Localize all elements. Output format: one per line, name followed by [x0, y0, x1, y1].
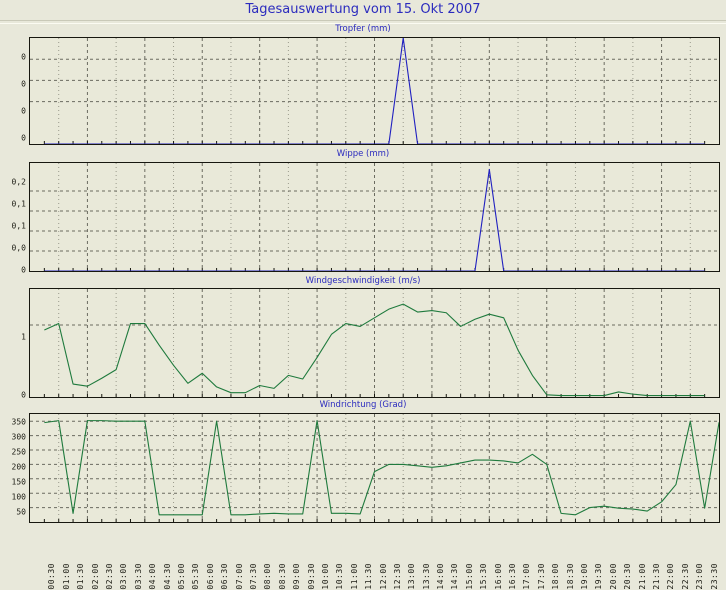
- chart-title-winddirection: Windrichtung (Grad): [319, 400, 407, 410]
- x-tick-label: 11:00: [349, 563, 359, 590]
- y-tick-label: 0: [21, 52, 26, 62]
- x-tick-label: 04:30: [162, 563, 172, 590]
- y-tick-label: 0: [21, 133, 26, 143]
- x-tick-label: 18:30: [565, 563, 575, 590]
- title-divider: [0, 20, 726, 24]
- x-tick-label: 06:00: [205, 563, 215, 590]
- y-tick-label: 0,1: [11, 199, 26, 209]
- y-tick-label: 150: [11, 477, 26, 487]
- chart-title-tropfer: Tropfer (mm): [335, 24, 391, 34]
- x-tick-label: 18:00: [551, 563, 561, 590]
- x-tick-label: 14:30: [450, 563, 460, 590]
- chart-panel-wippe: Wippe (mm) 0,2 0,1 0,1 0,0 0: [0, 149, 726, 275]
- plot-svg-winddirection: [30, 414, 719, 522]
- x-tick-label: 20:00: [608, 563, 618, 590]
- chart-panel-winddirection: Windrichtung (Grad) 350 300 250 200 150 …: [0, 400, 726, 525]
- y-axis-labels-tropfer: 0 0 0 0: [0, 24, 26, 146]
- x-tick-label: 02:00: [90, 563, 100, 590]
- x-tick-label: 09:30: [306, 563, 316, 590]
- x-tick-label: 12:30: [392, 563, 402, 590]
- x-tick-label: 12:00: [378, 563, 388, 590]
- x-tick-label: 16:30: [508, 563, 518, 590]
- x-tick-label: 05:30: [191, 563, 201, 590]
- x-tick-label: 03:00: [119, 563, 129, 590]
- x-tick-label: 17:30: [536, 563, 546, 590]
- x-tick-label: 22:30: [680, 563, 690, 590]
- y-tick-label: 0: [21, 390, 26, 400]
- x-tick-label: 23:30: [709, 563, 719, 590]
- x-tick-label: 15:30: [479, 563, 489, 590]
- x-tick-label: 02:30: [104, 563, 114, 590]
- y-tick-label: 200: [11, 462, 26, 472]
- y-tick-label: 1: [21, 332, 26, 342]
- y-tick-label: 350: [11, 417, 26, 427]
- plot-svg-windspeed: [30, 289, 719, 397]
- y-tick-label: 250: [11, 447, 26, 457]
- x-tick-label: 21:30: [652, 563, 662, 590]
- x-tick-label: 16:00: [493, 563, 503, 590]
- x-tick-label: 01:30: [76, 563, 86, 590]
- x-tick-label: 07:30: [248, 563, 258, 590]
- chart-panel-windspeed: Windgeschwindigkeit (m/s) 1 0: [0, 276, 726, 400]
- plot-svg-wippe: [30, 163, 719, 271]
- x-tick-label: 00:30: [47, 563, 57, 590]
- x-tick-label: 13:00: [407, 563, 417, 590]
- y-axis-labels-winddirection: 350 300 250 200 150 100 50: [0, 400, 26, 525]
- chart-title-wippe: Wippe (mm): [336, 149, 390, 159]
- x-tick-label: 14:00: [436, 563, 446, 590]
- x-tick-label: 15:00: [464, 563, 474, 590]
- x-tick-label: 22:00: [666, 563, 676, 590]
- plot-area-wippe: [29, 162, 720, 272]
- x-tick-label: 08:00: [263, 563, 273, 590]
- x-tick-label: 01:00: [61, 563, 71, 590]
- x-tick-label: 10:00: [320, 563, 330, 590]
- y-tick-label: 0: [21, 265, 26, 275]
- x-tick-label: 20:30: [623, 563, 633, 590]
- y-tick-label: 50: [16, 507, 26, 517]
- y-tick-label: 100: [11, 492, 26, 502]
- y-axis-labels-wippe: 0,2 0,1 0,1 0,0 0: [0, 149, 26, 275]
- x-tick-label: 09:00: [292, 563, 302, 590]
- x-tick-label: 19:00: [580, 563, 590, 590]
- plot-area-winddirection: [29, 413, 720, 523]
- y-axis-labels-windspeed: 1 0: [0, 276, 26, 400]
- y-tick-label: 0,2: [11, 177, 26, 187]
- plot-svg-tropfer: [30, 38, 719, 144]
- chart-title-windspeed: Windgeschwindigkeit (m/s): [305, 276, 421, 286]
- x-tick-label: 04:00: [148, 563, 158, 590]
- x-tick-label: 03:30: [133, 563, 143, 590]
- x-tick-label: 10:30: [335, 563, 345, 590]
- page-title: Tagesauswertung vom 15. Okt 2007: [245, 2, 481, 17]
- y-tick-label: 0,1: [11, 221, 26, 231]
- y-tick-label: 0: [21, 79, 26, 89]
- x-tick-label: 23:00: [695, 563, 705, 590]
- y-tick-label: 0,0: [11, 243, 26, 253]
- plot-area-tropfer: [29, 37, 720, 145]
- x-tick-label: 08:30: [277, 563, 287, 590]
- x-tick-label: 17:00: [522, 563, 532, 590]
- chart-panel-tropfer: Tropfer (mm) 0 0 0 0: [0, 24, 726, 146]
- x-axis-labels: 00:30 01:00 01:30 02:00 02:30 03:00 03:30 04:00…: [29, 525, 720, 590]
- x-tick-label: 07:00: [234, 563, 244, 590]
- x-tick-label: 21:00: [637, 563, 647, 590]
- x-tick-label: 19:30: [594, 563, 604, 590]
- x-tick-label: 13:30: [421, 563, 431, 590]
- x-tick-label: 06:30: [220, 563, 230, 590]
- y-tick-label: 300: [11, 432, 26, 442]
- x-tick-label: 05:00: [176, 563, 186, 590]
- x-tick-label: 11:30: [364, 563, 374, 590]
- plot-area-windspeed: [29, 288, 720, 398]
- y-tick-label: 0: [21, 106, 26, 116]
